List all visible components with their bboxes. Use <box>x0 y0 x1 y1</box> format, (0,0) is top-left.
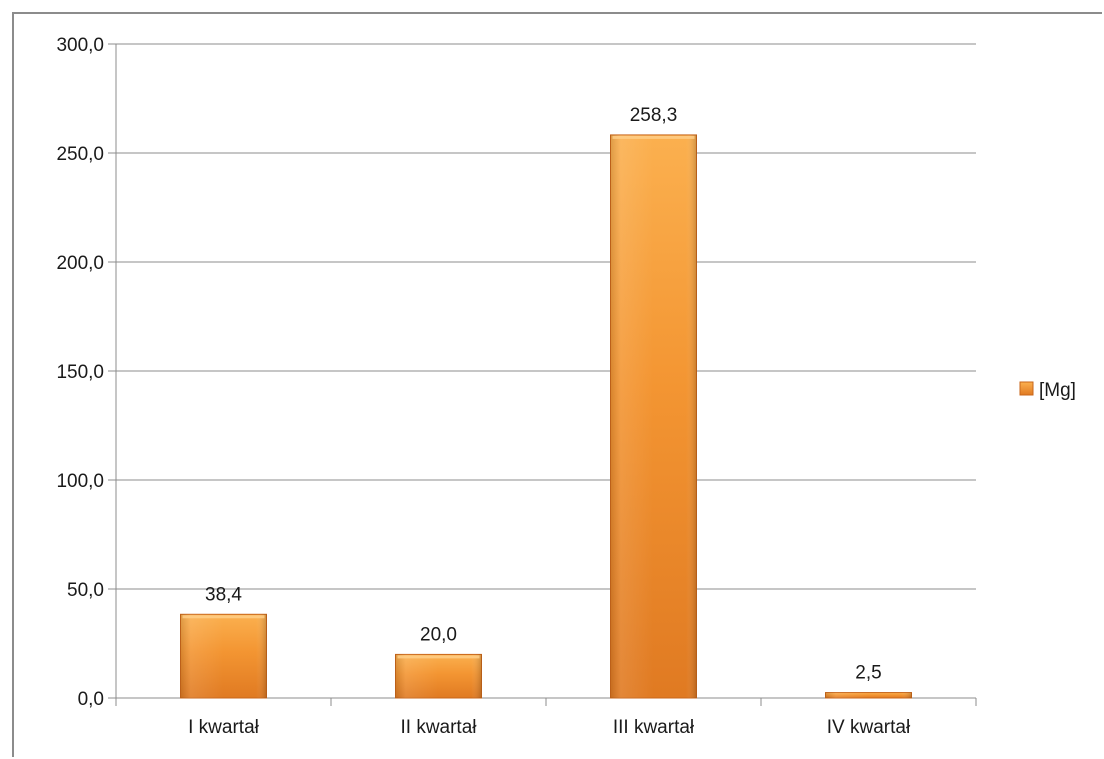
y-tick-label: 300,0 <box>56 35 104 56</box>
bar-shading <box>395 654 482 698</box>
bar <box>395 653 482 699</box>
legend-swatch <box>1019 381 1034 396</box>
chart-frame <box>12 12 1102 757</box>
x-tick-label: III kwartał <box>613 717 695 738</box>
bar <box>180 613 267 699</box>
x-tick-label: IV kwartał <box>827 717 911 738</box>
y-tick-label: 250,0 <box>56 144 104 165</box>
bar-shading <box>180 614 267 698</box>
y-tick-label: 100,0 <box>56 471 104 492</box>
x-tick-label: II kwartał <box>400 717 477 738</box>
y-tick-label: 200,0 <box>56 253 104 274</box>
bar <box>825 692 912 699</box>
legend: [Mg] <box>1019 380 1076 401</box>
data-label: 38,4 <box>205 584 242 605</box>
data-label: 258,3 <box>630 105 678 126</box>
axes <box>108 43 977 706</box>
legend-label: [Mg] <box>1039 380 1076 401</box>
bar <box>610 134 697 699</box>
bar-highlight <box>182 615 265 619</box>
y-tick-label: 150,0 <box>56 362 104 383</box>
bar-shading <box>610 134 697 698</box>
bar-highlight <box>612 135 695 139</box>
y-tick-label: 50,0 <box>67 580 104 601</box>
x-axis-tick-labels: I kwartał II kwartał III kwartał IV kwartał <box>188 717 911 738</box>
data-labels: 38,4 20,0 258,3 2,5 <box>205 105 882 684</box>
data-label: 20,0 <box>420 624 457 645</box>
bars <box>180 134 912 699</box>
bar-highlight <box>397 655 480 659</box>
bar-shading <box>825 692 912 698</box>
x-tick-label: I kwartał <box>188 717 260 738</box>
y-tick-label: 0,0 <box>78 689 104 710</box>
y-axis-tick-labels: 0,0 50,0 100,0 150,0 200,0 250,0 300,0 <box>56 35 104 710</box>
data-label: 2,5 <box>855 663 881 684</box>
gridlines <box>116 43 976 590</box>
